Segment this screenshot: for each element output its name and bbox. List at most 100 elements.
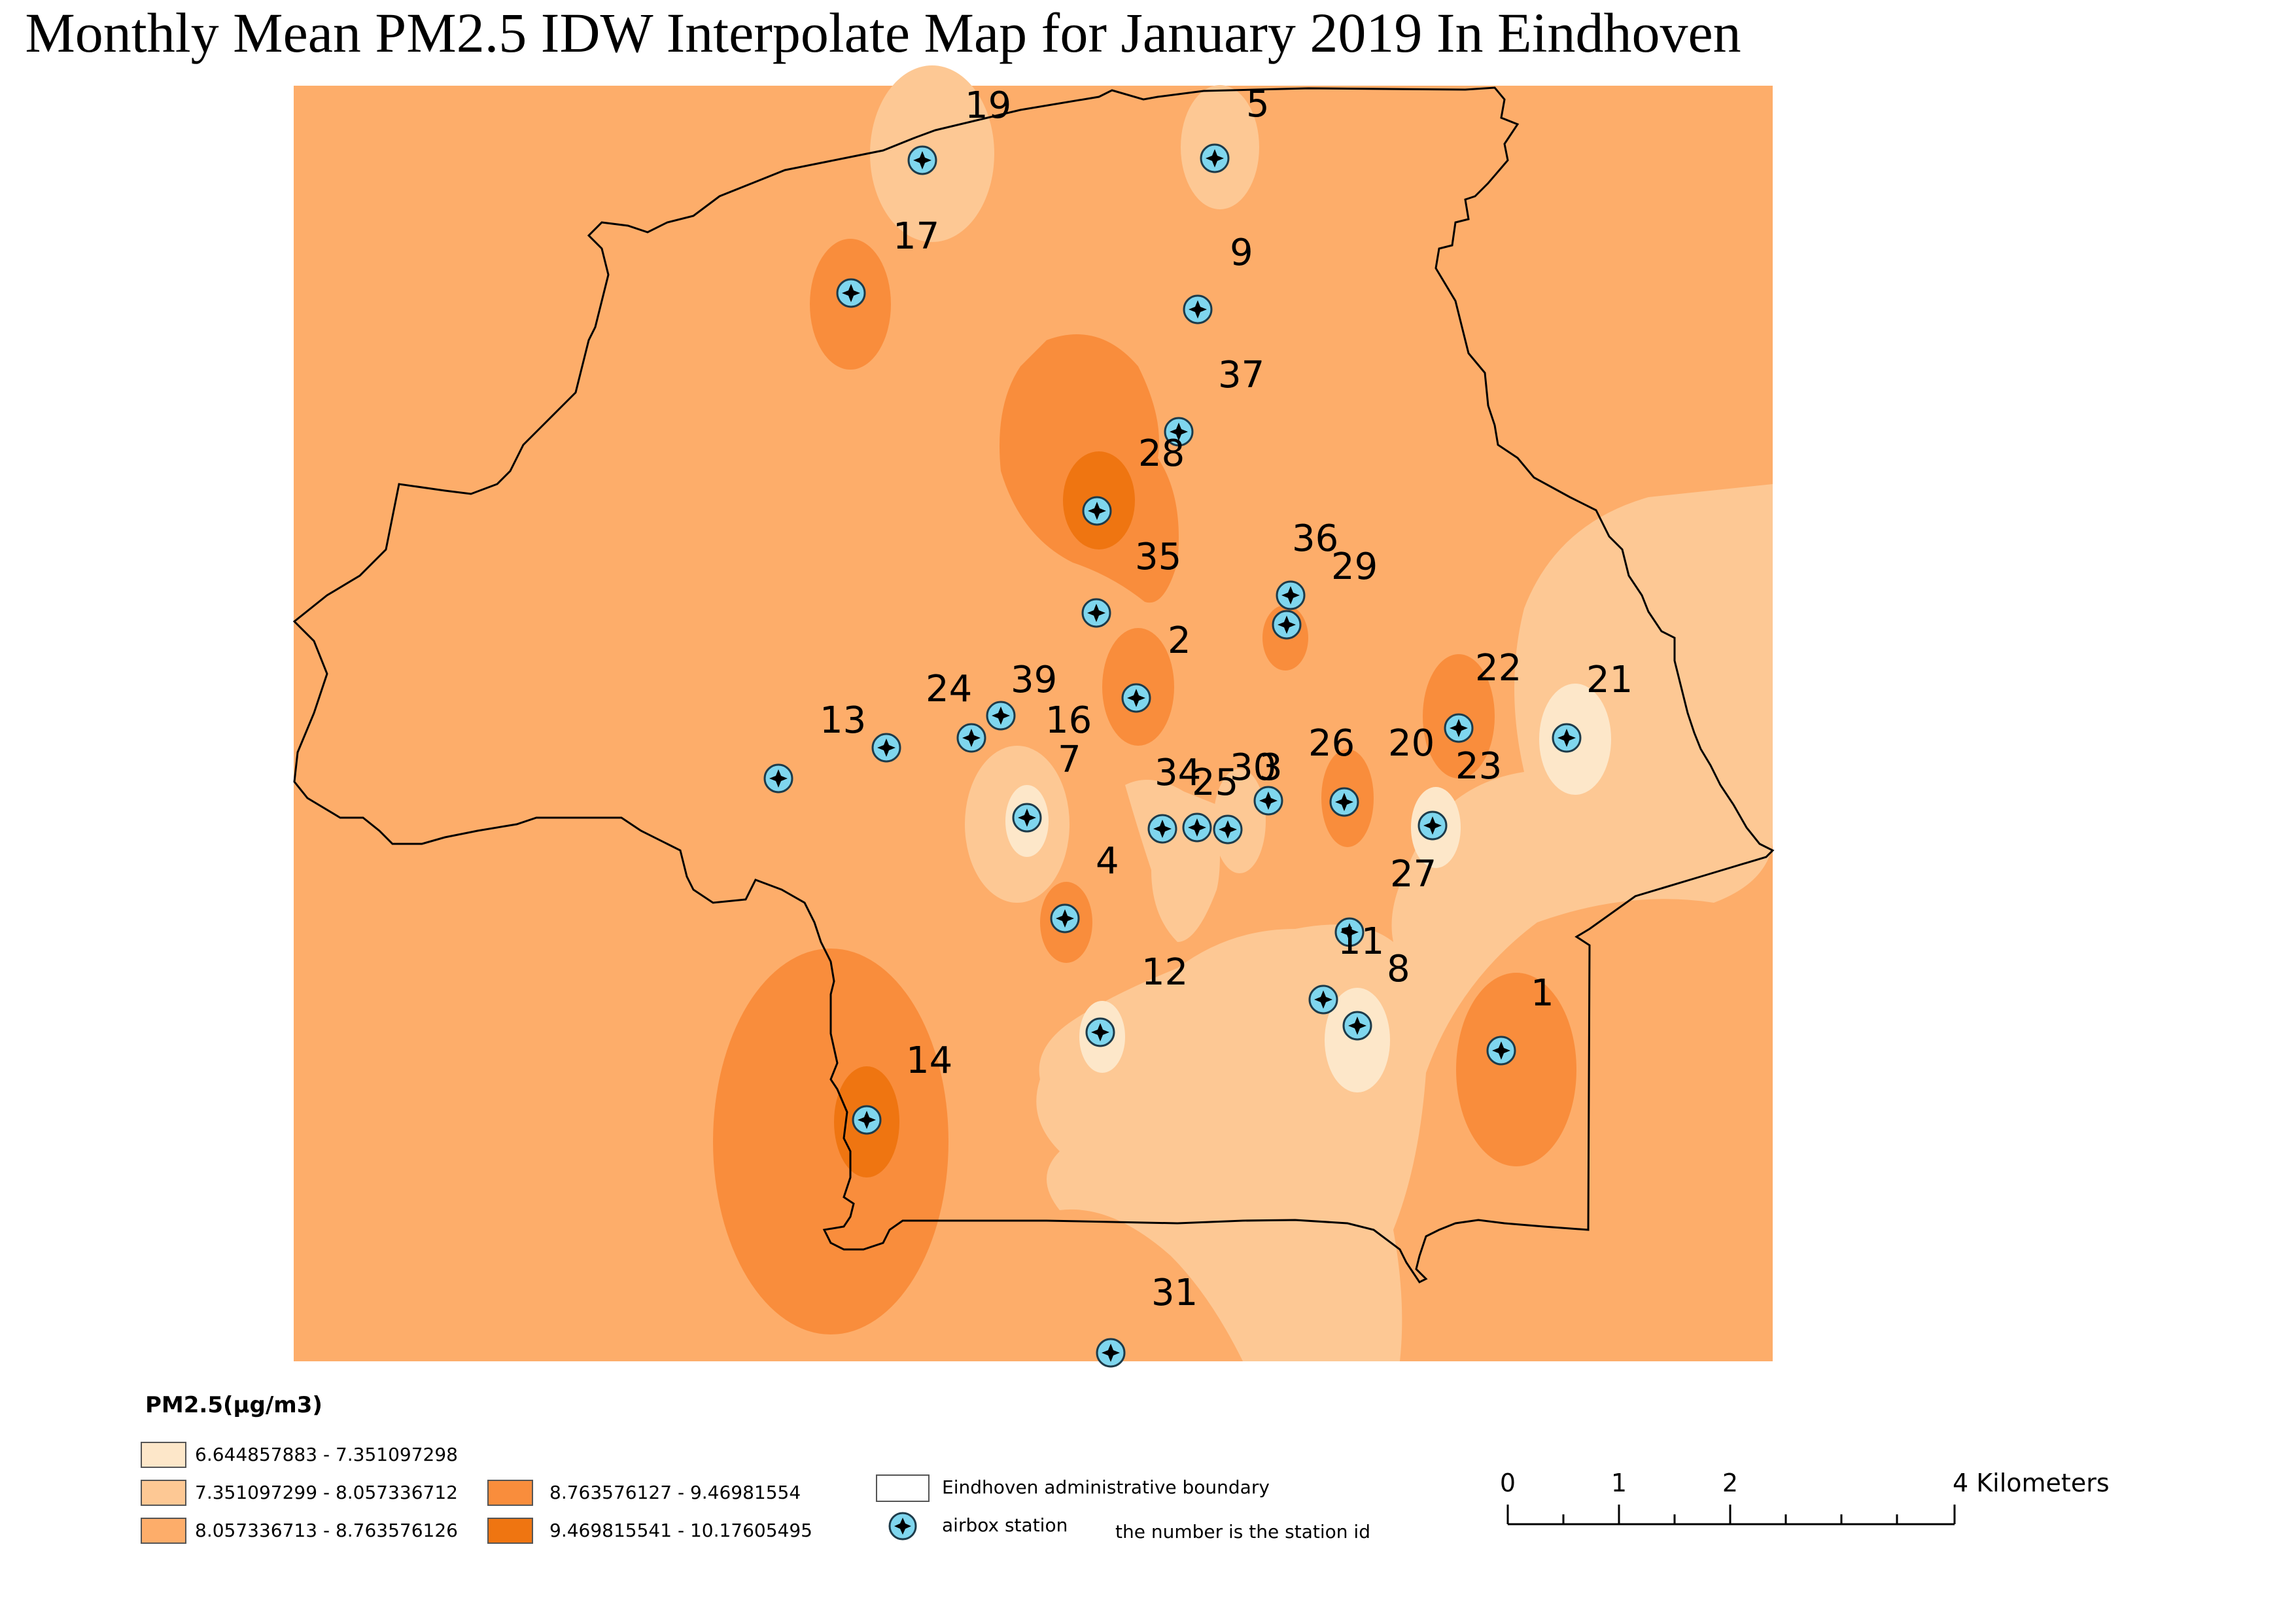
station-marker-36 (1276, 580, 1306, 610)
airbox-station-icon (1102, 1344, 1120, 1362)
station-label-13: 13 (820, 699, 866, 742)
station-marker-8 (1342, 1011, 1372, 1041)
station-marker-30 (1213, 814, 1243, 845)
station-label-37: 37 (1218, 354, 1264, 396)
airbox-station-icon (769, 769, 788, 788)
station-marker-27 (1334, 917, 1365, 947)
station-label-34: 34 (1155, 752, 1201, 794)
station-marker-4 (1050, 903, 1080, 933)
station-marker-1 (1486, 1036, 1516, 1066)
legend-swatch-class5 (487, 1518, 533, 1544)
airbox-station-icon (913, 151, 931, 169)
airbox-station-icon (1127, 689, 1145, 707)
station-marker-34 (1147, 814, 1177, 844)
scale-tick-1: 1 (1611, 1469, 1627, 1497)
station-label-26: 26 (1308, 722, 1355, 765)
airbox-station-icon (1189, 300, 1207, 319)
airbox-station-icon (1018, 809, 1036, 827)
legend-swatch-class1 (141, 1442, 186, 1468)
station-marker-31 (1096, 1338, 1126, 1368)
station-marker-3 (1253, 786, 1283, 816)
eindhoven-administrative-boundary (292, 86, 1775, 1283)
station-marker-23 (1418, 811, 1448, 841)
airbox-station-icon (1278, 616, 1296, 634)
airbox-station-icon (1314, 990, 1332, 1009)
legend-boundary-label: Eindhoven administrative boundary (942, 1476, 1270, 1498)
scale-tick-4: 4 Kilometers (1953, 1469, 2110, 1497)
legend-swatch-class2 (141, 1480, 186, 1506)
legend-boundary-swatch (876, 1474, 930, 1502)
station-label-30: 30 (1230, 746, 1276, 789)
station-label-24: 24 (926, 668, 972, 710)
airbox-station-icon (1281, 586, 1300, 604)
airbox-station-icon (962, 729, 981, 747)
station-label-36: 36 (1292, 517, 1338, 560)
station-marker-19 (907, 145, 937, 175)
airbox-station-icon (1340, 923, 1359, 941)
scale-bar: 0 1 2 4 Kilometers (1500, 1469, 2110, 1525)
station-marker-22 (1444, 713, 1474, 743)
legend-station-icon (888, 1512, 917, 1541)
station-label-9: 9 (1230, 232, 1253, 274)
station-label-25: 25 (1192, 761, 1238, 804)
scale-tick-0: 0 (1500, 1469, 1516, 1497)
map-title: Monthly Mean PM2.5 IDW Interpolate Map f… (25, 1, 1741, 64)
station-label-35: 35 (1135, 536, 1181, 578)
airbox-station-icon (1087, 604, 1105, 622)
legend-title: PM2.5(μg/m3) (145, 1392, 322, 1418)
airbox-station-icon (1056, 909, 1074, 928)
station-label-31: 31 (1151, 1272, 1198, 1314)
station-label-16: 16 (1045, 699, 1092, 742)
station-label-11: 11 (1338, 920, 1384, 963)
scale-tick-2: 2 (1722, 1469, 1738, 1497)
legend-label-class1: 6.644857883 - 7.351097298 (195, 1444, 458, 1465)
legend-station-label: airbox station (942, 1514, 1068, 1536)
station-label-1: 1 (1531, 972, 1554, 1015)
airbox-station-icon (1492, 1041, 1510, 1060)
legend-label-class2: 7.351097299 - 8.057336712 (195, 1482, 458, 1503)
station-label-20: 20 (1388, 722, 1435, 765)
station-marker-35 (1081, 598, 1111, 628)
station-marker-14 (852, 1105, 882, 1135)
station-marker-28 (1082, 496, 1112, 526)
station-marker-16 (956, 723, 986, 753)
station-label-39: 39 (1011, 659, 1057, 701)
legend-label-class5: 9.469815541 - 10.17605495 (549, 1520, 812, 1541)
airbox-station-icon (1188, 818, 1206, 837)
station-label-21: 21 (1586, 659, 1633, 701)
airbox-station-icon (1335, 793, 1353, 811)
airbox-station-icon (1206, 149, 1224, 167)
station-label-14: 14 (906, 1039, 952, 1082)
airbox-station-icon (1153, 820, 1172, 838)
airbox-station-icon (992, 706, 1010, 725)
airbox-station-icon (1450, 719, 1468, 737)
station-marker-13 (763, 763, 793, 793)
station-label-8: 8 (1387, 948, 1410, 990)
station-marker-25 (1182, 812, 1212, 843)
station-label-2: 2 (1168, 619, 1191, 662)
idw-zones-class4 (713, 239, 1576, 1334)
station-marker-11 (1308, 985, 1338, 1015)
station-label-3: 3 (1259, 746, 1283, 789)
station-marker-7 (1012, 803, 1042, 833)
airbox-station-icon (842, 284, 860, 302)
station-marker-17 (836, 278, 866, 308)
legend-swatch-class4 (487, 1480, 533, 1506)
station-label-29: 29 (1331, 546, 1378, 588)
station-marker-39 (986, 701, 1016, 731)
station-marker-2 (1121, 683, 1151, 713)
legend-swatch-class3 (141, 1518, 186, 1544)
station-marker-5 (1200, 143, 1230, 173)
station-label-22: 22 (1475, 647, 1522, 689)
airbox-station-icon (1088, 502, 1106, 520)
airbox-station-icon (1557, 729, 1576, 747)
station-label-28: 28 (1138, 432, 1185, 475)
airbox-station-icon (1219, 820, 1237, 839)
airbox-station-icon (1423, 816, 1442, 835)
station-label-5: 5 (1246, 83, 1270, 126)
station-label-7: 7 (1058, 739, 1081, 781)
station-label-23: 23 (1455, 745, 1502, 788)
airbox-station-icon (877, 739, 896, 757)
station-marker-9 (1183, 294, 1213, 324)
legend-label-class4: 8.763576127 - 9.46981554 (549, 1482, 801, 1503)
